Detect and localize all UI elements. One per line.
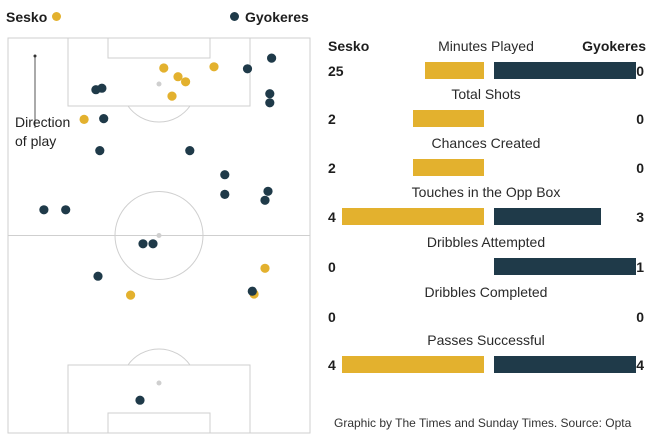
gyokeres-point-14 [39,205,49,215]
stat-value-sesko-touches-in-the-opp-box: 4 [328,209,336,225]
legend-sesko: Sesko [6,9,62,25]
gyokeres-point-7 [99,114,109,124]
stat-value-gyokeres-dribbles-attempted: 1 [636,259,644,275]
legend-sesko-label: Sesko [6,9,48,25]
top-penalty-spot [156,81,162,87]
bottom-penalty-spot [156,380,162,386]
stat-label-dribbles-attempted: Dribbles Attempted [426,234,546,250]
gyokeres-point-6 [265,98,275,108]
gyokeres-point-16 [138,239,148,249]
gyokeres-point-15 [61,205,71,215]
stat-value-sesko-minutes-played: 25 [328,63,344,79]
sesko-point-8 [260,263,270,273]
gyokeres-point-9 [185,146,195,156]
sesko-point-6 [79,114,89,124]
direction-arrow-head [33,54,37,58]
sesko-point-5 [167,91,177,101]
stat-bar-gyokeres-minutes-played [494,62,636,79]
top-penalty-arc [127,105,191,123]
footer-credit: Graphic by The Times and Sunday Times. S… [334,416,632,430]
gyokeres-point-8 [95,146,105,156]
sesko-point-4 [209,62,219,72]
annotation-line-1: Direction [15,114,71,130]
stat-bar-gyokeres-dribbles-attempted [494,258,636,275]
stat-label-chances-created: Chances Created [431,135,541,151]
touch-points [39,53,277,405]
gyokeres-point-13 [260,195,270,205]
legend-gyokeres-label: Gyokeres [245,9,309,25]
stat-value-gyokeres-touches-in-the-opp-box: 3 [636,209,644,225]
annotation-line-2: of play [15,133,57,149]
sesko-point-1 [159,63,169,73]
stat-value-sesko-chances-created: 2 [328,160,336,176]
gyokeres-point-18 [93,271,103,281]
stat-value-sesko-passes-successful: 4 [328,357,336,373]
pitch-lines [7,37,311,434]
sesko-point-7 [126,290,136,300]
gyokeres-point-1 [267,53,277,63]
stat-bar-gyokeres-touches-in-the-opp-box [494,208,601,225]
gyokeres-point-2 [242,64,253,74]
stat-value-sesko-dribbles-completed: 0 [328,309,336,325]
sesko-point-2 [173,72,183,82]
pitch-map [7,37,311,434]
stat-bar-sesko-total-shots [413,110,484,127]
stat-value-gyokeres-dribbles-completed: 0 [636,309,644,325]
stat-bar-gyokeres-passes-successful [494,356,636,373]
stat-value-gyokeres-total-shots: 0 [636,111,644,127]
centre-spot [156,233,162,238]
gyokeres-point-11 [263,186,273,196]
legend-gyokeres: Gyokeres [230,9,309,25]
stat-label-dribbles-completed: Dribbles Completed [424,284,548,300]
gyokeres-point-4 [91,85,101,95]
stat-value-gyokeres-passes-successful: 4 [636,357,644,373]
stat-value-sesko-dribbles-attempted: 0 [328,259,336,275]
stats-header-sesko: Sesko [328,38,370,54]
stat-bar-sesko-minutes-played [424,62,484,79]
gyokeres-point-5 [265,89,275,99]
stat-label-touches-in-the-opp-box: Touches in the Opp Box [411,184,561,200]
stat-label-passes-successful: Passes Successful [427,332,545,348]
stat-label-total-shots: Total Shots [451,86,521,102]
stat-bar-sesko-touches-in-the-opp-box [342,208,484,225]
stat-bar-sesko-passes-successful [342,356,484,373]
stat-bar-sesko-chances-created [413,159,484,176]
stat-value-gyokeres-chances-created: 0 [636,160,644,176]
gyokeres-point-20 [135,395,145,405]
gyokeres-point-12 [220,189,230,199]
legend-gyokeres-dot [230,12,239,21]
direction-of-play-annotation: Direction of play [15,113,70,151]
stat-label-minutes-played: Minutes Played [438,38,534,54]
stat-value-sesko-total-shots: 2 [328,111,336,127]
bottom-penalty-arc [127,348,191,366]
gyokeres-point-17 [148,239,158,249]
gyokeres-point-10 [220,170,230,180]
sesko-point-3 [181,77,191,87]
legend-sesko-dot [52,12,62,21]
bottom-six-yard-box [107,412,211,434]
gyokeres-point-19 [247,286,257,296]
stats-header-gyokeres: Gyokeres [582,38,646,54]
centre-circle [114,191,204,280]
top-six-yard-box [107,37,211,59]
